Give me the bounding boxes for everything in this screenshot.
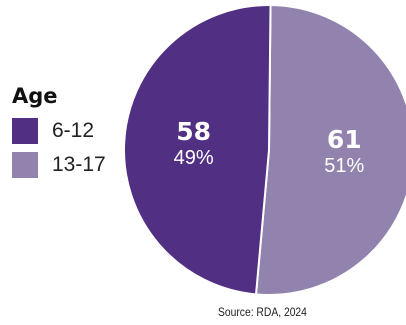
data-label-percent-6-12: 49% (174, 147, 214, 169)
source-note: Source: RDA, 2024 (218, 305, 307, 319)
data-label-value-13-17: 61 (327, 125, 362, 154)
legend-label-6-12: 6-12 (52, 119, 95, 142)
legend-item-13-17: 13-17 (12, 148, 106, 182)
legend-item-6-12: 6-12 (12, 114, 106, 148)
legend-title: Age (12, 84, 58, 108)
legend-swatch-13-17 (12, 152, 38, 178)
legend-label-13-17: 13-17 (52, 153, 106, 176)
pie-slice-6-12 (123, 4, 272, 296)
data-label-percent-13-17: 51% (324, 155, 364, 177)
pie-slice-13-17 (254, 3, 406, 296)
data-label-value-6-12: 58 (176, 117, 211, 146)
legend: Age 6-12 13-17 (12, 84, 106, 182)
legend-swatch-6-12 (12, 118, 38, 144)
